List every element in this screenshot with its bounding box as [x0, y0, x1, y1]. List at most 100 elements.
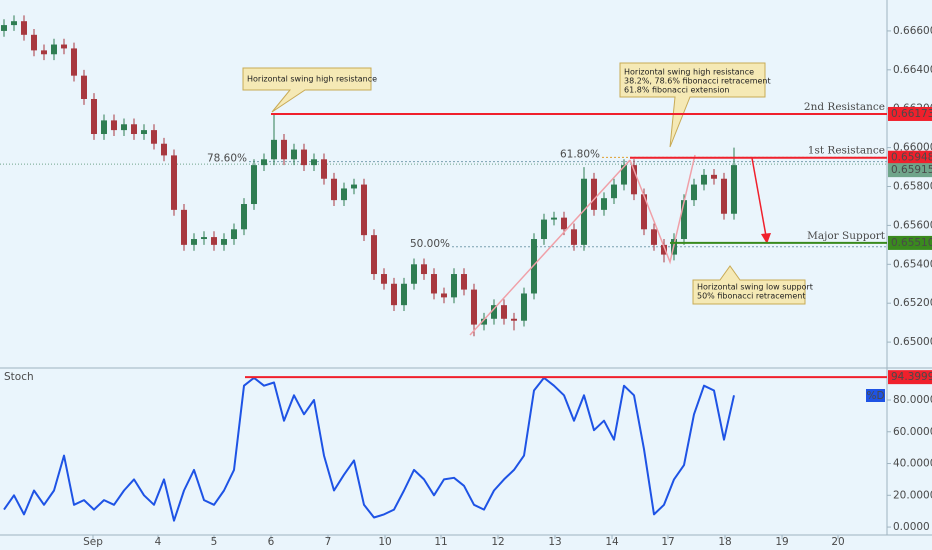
- candle-body: [681, 200, 687, 240]
- candle-body: [461, 274, 467, 290]
- candle-body: [721, 178, 727, 214]
- price-label: 94.3999: [891, 371, 932, 383]
- candle-body: [341, 188, 347, 201]
- candle-body: [601, 198, 607, 210]
- price-label-box: [888, 370, 932, 385]
- drawings: [242, 62, 806, 336]
- candle-body: [21, 21, 27, 35]
- candle-body: [521, 293, 527, 321]
- candle-body: [41, 50, 47, 55]
- candle-body: [421, 264, 427, 275]
- callout: [619, 62, 766, 148]
- x-tick-label: 17: [661, 536, 674, 548]
- x-tick-label: 20: [831, 536, 844, 548]
- price-label: 0.65915: [891, 164, 932, 176]
- candle-body: [701, 174, 707, 185]
- candle-body: [31, 34, 37, 51]
- level-name: 2nd Resistance: [804, 101, 885, 113]
- price-label-box: [888, 150, 932, 165]
- candle-body: [251, 165, 257, 205]
- pane-title: Stoch: [4, 371, 34, 383]
- candle-body: [231, 229, 237, 240]
- y-tick-label: 0.0000: [893, 521, 930, 533]
- candle-body: [221, 239, 227, 245]
- stoch-line: [3, 376, 735, 522]
- candle-body: [161, 143, 167, 156]
- x-tick-label: 18: [718, 536, 731, 548]
- candle-body: [631, 165, 637, 195]
- candle-body: [641, 194, 647, 230]
- fib-label: 78.60%: [207, 153, 247, 165]
- arrow: [751, 157, 767, 237]
- candle-body: [111, 120, 117, 131]
- candle-body: [261, 159, 267, 166]
- x-tick-label: 4: [155, 536, 162, 548]
- candle-body: [171, 155, 177, 210]
- callout: [692, 265, 806, 305]
- candle-body: [71, 48, 77, 76]
- candle-body: [531, 239, 537, 294]
- fib-label: 50.00%: [410, 238, 450, 250]
- candle-body: [101, 120, 107, 135]
- candle-body: [391, 283, 397, 306]
- candle-body: [131, 124, 137, 135]
- price-label: 0.65948: [891, 152, 932, 164]
- candle-body: [591, 178, 597, 210]
- candle-body: [691, 184, 697, 201]
- annotation-text: Horizontal swing high resistance: [624, 68, 754, 77]
- y-tick-label: 60.0000: [893, 426, 932, 438]
- candle-body: [501, 305, 507, 319]
- x-tick-label: 14: [605, 536, 619, 548]
- candle-body: [441, 293, 447, 298]
- x-tick-label: 5: [211, 536, 218, 548]
- candle-body: [271, 139, 277, 160]
- level-name: 1st Resistance: [808, 145, 885, 157]
- candle-body: [91, 98, 97, 135]
- x-tick-label: 7: [325, 536, 332, 548]
- arrow-head: [761, 233, 771, 244]
- price-label-box: [888, 235, 932, 250]
- candle-body: [361, 184, 367, 236]
- annotation-text: Horizontal swing low support: [697, 283, 813, 292]
- legend-box: [866, 389, 885, 402]
- candle-body: [451, 274, 457, 298]
- x-tick-label: 11: [434, 536, 447, 548]
- candle-body: [181, 209, 187, 245]
- candle-body: [301, 149, 307, 166]
- annotation-text: 61.8% fibonacci extension: [624, 86, 730, 95]
- x-tick-label: 19: [775, 536, 788, 548]
- y-tick-label: 80.0000: [893, 394, 932, 406]
- fib-extension-line: [629, 154, 696, 265]
- layer: 2nd Resistance 0.66173 1st Resistance 0.659…: [4, 68, 932, 402]
- y-tick-label: 20.0000: [893, 489, 932, 501]
- candle-body: [581, 178, 587, 245]
- candle-body: [61, 44, 67, 49]
- annotation-text: 50% fibonacci retracement: [697, 292, 805, 301]
- layer: [1, 15, 737, 522]
- price-label: 0.65510: [891, 237, 932, 249]
- candle-body: [351, 184, 357, 189]
- candle-body: [541, 219, 547, 240]
- candle-body: [331, 178, 337, 201]
- candle-body: [381, 274, 387, 284]
- candle-body: [281, 139, 287, 160]
- candle-body: [81, 75, 87, 99]
- candle-body: [561, 217, 567, 230]
- candle-body: [151, 130, 157, 144]
- level-name: Major Support: [807, 230, 886, 242]
- candle-body: [51, 44, 57, 55]
- annotation-text: Horizontal swing high resistance: [247, 75, 377, 84]
- price-label: 0.66173: [891, 108, 932, 120]
- legend-label: %D: [866, 390, 884, 402]
- candle-body: [621, 165, 627, 185]
- candle-body: [371, 235, 377, 275]
- candle-body: [141, 130, 147, 135]
- candle-body: [201, 237, 207, 240]
